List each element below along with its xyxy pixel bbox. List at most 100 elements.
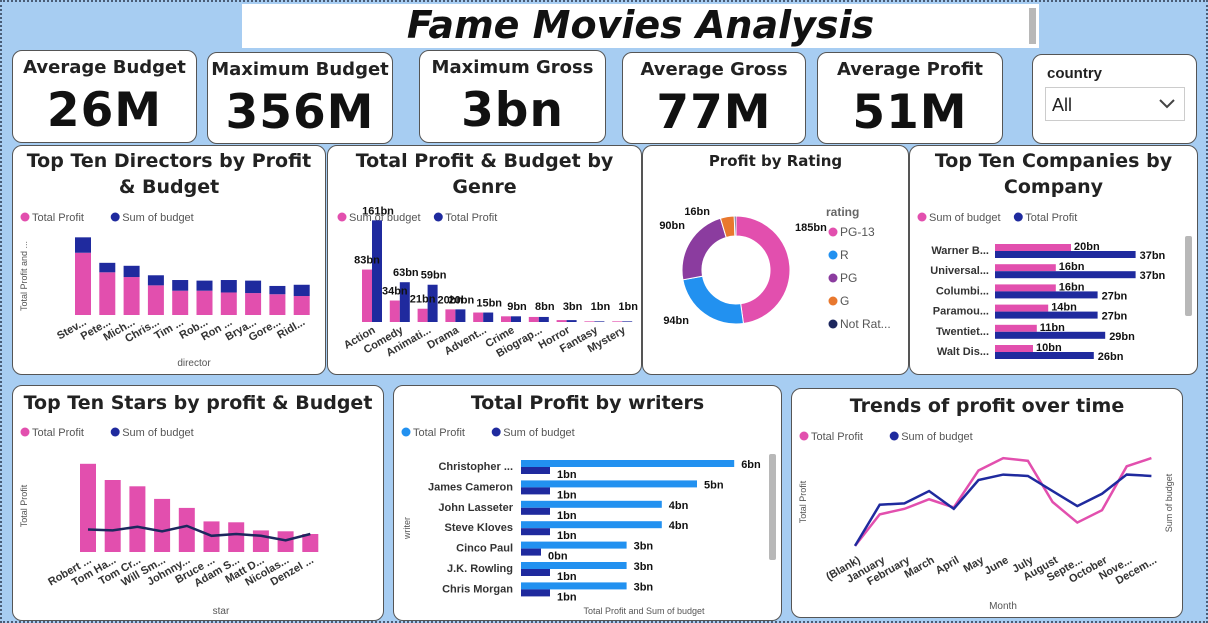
chevron-down-icon[interactable] <box>1156 92 1178 114</box>
company-tick-label: Paramou... <box>933 306 989 318</box>
companies-scrollbar[interactable] <box>1185 236 1192 316</box>
legend-label: Sum of budget <box>503 427 575 439</box>
kpi-maximum-gross[interactable]: Maximum Gross 3bn <box>419 50 606 143</box>
director-budget-bar <box>220 280 237 293</box>
kpi-value: 26M <box>46 83 163 138</box>
genre-profit-data-label: 20bn <box>449 294 475 306</box>
legend-marker <box>1013 212 1023 222</box>
kpi-average-profit[interactable]: Average Profit 51M <box>817 52 1003 144</box>
writer-profit-bar <box>521 480 697 488</box>
legend-label: Sum of budget <box>122 212 194 224</box>
legend-marker <box>110 212 120 222</box>
star-profit-bar <box>178 507 195 552</box>
kpi-label: Average Budget <box>23 57 186 78</box>
director-budget-bar <box>245 280 262 294</box>
director-budget-bar <box>293 284 310 297</box>
legend-marker <box>491 427 501 437</box>
writer-budget-data-label: 1bn <box>557 510 577 522</box>
rating-chart-title: Profit by Rating <box>708 152 843 170</box>
genre-budget-bar <box>389 300 400 322</box>
kpi-label: Maximum Budget <box>211 59 389 80</box>
writer-profit-data-label: 4bn <box>669 500 689 512</box>
rating-data-label: 90bn <box>659 220 685 232</box>
legend-marker <box>20 212 30 222</box>
title-scrollbar[interactable] <box>1029 8 1036 44</box>
writer-profit-bar <box>521 582 627 590</box>
genre-profit-data-label: 161bn <box>362 205 394 217</box>
rating-data-label: 185bn <box>795 222 827 234</box>
genre-profit-data-label: 3bn <box>563 301 583 313</box>
company-profit-bar <box>995 271 1136 279</box>
legend-marker <box>110 427 120 437</box>
star-profit-bar <box>252 530 269 552</box>
legend-marker <box>828 319 838 329</box>
genre-profit-bar <box>427 284 438 322</box>
writer-tick-label: Christopher ... <box>438 461 513 473</box>
genre-profit-data-label: 59bn <box>421 270 447 282</box>
genre-budget-data-label: 21bn <box>410 294 436 306</box>
director-budget-bar <box>196 280 213 291</box>
company-budget-data-label: 16bn <box>1059 261 1085 273</box>
director-profit-bar <box>75 252 91 315</box>
director-profit-bar <box>196 290 213 315</box>
director-profit-bar <box>220 292 237 315</box>
legend-label: PG-13 <box>840 225 875 239</box>
writer-profit-bar <box>521 562 627 569</box>
company-budget-bar <box>995 345 1033 352</box>
director-profit-bar <box>147 285 164 315</box>
legend-marker <box>401 427 411 437</box>
writers-chart: Total Profit Sum of budget 6bn 1bn Christoph… <box>401 427 761 616</box>
writer-tick-label: James Cameron <box>428 481 513 493</box>
genre-profit-bar <box>538 316 549 322</box>
star-budget-line <box>87 524 311 542</box>
legend-marker <box>917 212 927 222</box>
genre-profit-bar <box>483 312 494 322</box>
genre-profit-data-label: 15bn <box>476 298 502 310</box>
genre-budget-bar <box>501 316 511 322</box>
company-budget-data-label: 11bn <box>1040 322 1065 334</box>
legend-marker <box>799 431 809 441</box>
dashboard-title: Fame Movies Analysis <box>406 3 875 47</box>
company-profit-data-label: 29bn <box>1109 331 1135 343</box>
directors-chart: Total Profit Sum of budgetStev...Pete...M… <box>19 212 310 369</box>
writer-budget-data-label: 1bn <box>557 469 577 481</box>
writer-tick-label: John Lasseter <box>438 502 513 514</box>
kpi-average-gross[interactable]: Average Gross 77M <box>622 52 806 144</box>
rating-data-label: 94bn <box>663 315 689 327</box>
legend-label: Total Profit <box>32 427 84 439</box>
kpi-value: 3bn <box>461 83 564 138</box>
title-band: Fame Movies Analysis <box>242 4 1039 48</box>
genre-budget-bar <box>528 316 539 322</box>
director-budget-bar <box>147 275 164 286</box>
country-dropdown[interactable]: All <box>1045 87 1185 121</box>
trends-chart-card: Trends of profit over time Total Profit S… <box>791 388 1183 618</box>
company-tick-label: Columbi... <box>936 285 989 297</box>
star-profit-bar <box>277 531 294 552</box>
kpi-label: Average Profit <box>837 59 983 80</box>
genre-budget-bar <box>612 321 623 322</box>
writer-profit-data-label: 6bn <box>741 459 761 471</box>
director-budget-bar <box>172 280 189 291</box>
writer-profit-data-label: 3bn <box>634 561 654 573</box>
writer-budget-bar <box>521 589 550 597</box>
kpi-average-budget[interactable]: Average Budget 26M <box>12 50 197 143</box>
trends-chart: Total Profit Sum of budget(Blank)JanuaryF… <box>798 431 1174 612</box>
country-slicer[interactable]: country All <box>1032 54 1197 144</box>
stars-chart-title: Top Ten Stars by profit & Budget <box>23 392 373 414</box>
writers-scrollbar[interactable] <box>769 454 776 560</box>
writer-profit-data-label: 3bn <box>634 581 654 593</box>
rating-data-label: 16bn <box>684 206 710 218</box>
star-profit-bar <box>104 480 121 552</box>
rating-legend-title: rating <box>826 205 859 219</box>
star-profit-bar <box>302 534 319 552</box>
genre-profit-data-label: 1bn <box>591 301 611 313</box>
genre-profit-bar <box>455 309 466 322</box>
writer-profit-bar <box>521 460 735 467</box>
stars-y-axis-label: Total Profit <box>19 484 29 527</box>
company-budget-bar <box>995 324 1037 332</box>
kpi-maximum-budget[interactable]: Maximum Budget 356M <box>207 52 393 144</box>
genre-profit-bar <box>622 321 633 322</box>
companies-chart-card: Top Ten Companies by Company Sum of budg… <box>909 145 1198 375</box>
director-tick-label: Ridl... <box>275 316 307 341</box>
